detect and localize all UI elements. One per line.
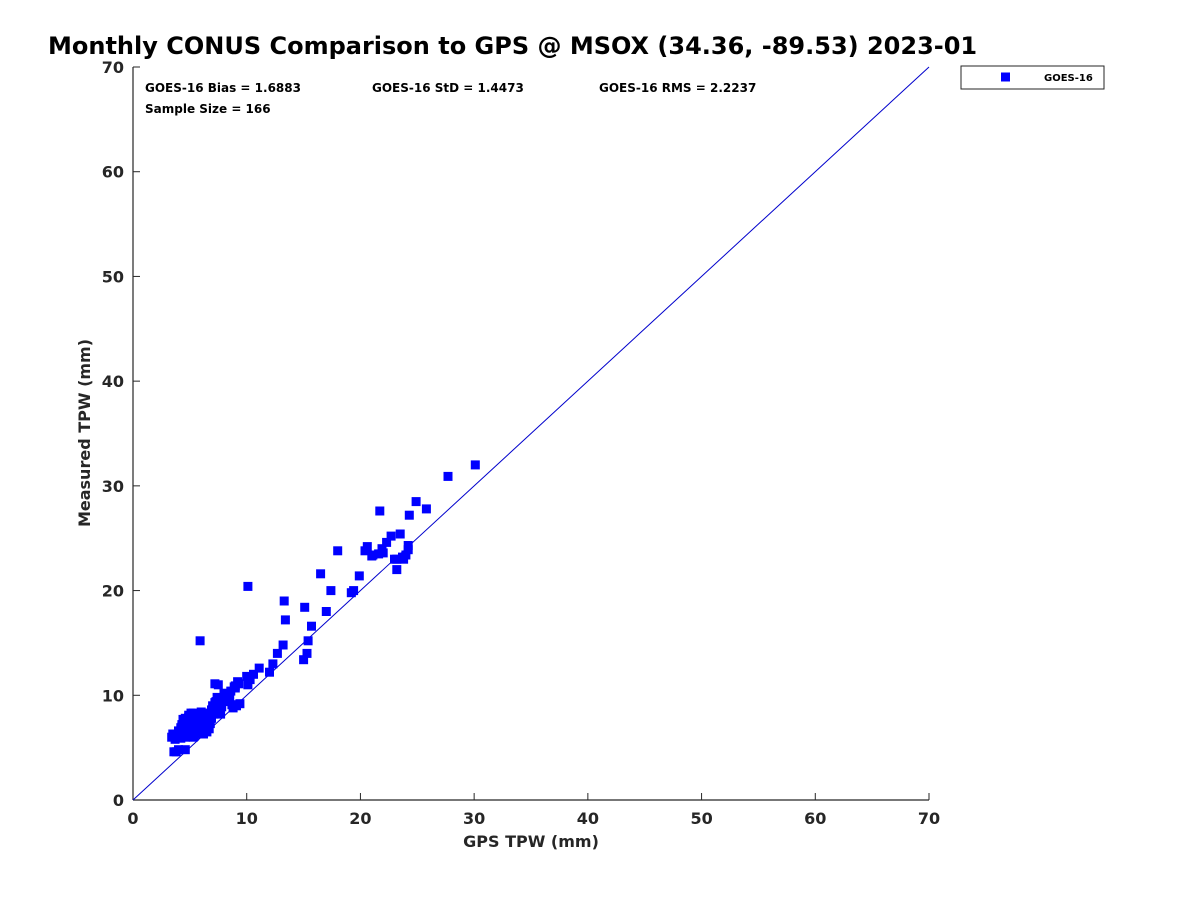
legend: GOES-16 xyxy=(960,65,1105,90)
data-point xyxy=(195,636,205,646)
y-tick-label: 0 xyxy=(113,791,124,810)
data-point xyxy=(205,719,215,729)
data-point xyxy=(362,542,372,552)
data-point xyxy=(188,723,198,733)
x-tick-label: 20 xyxy=(349,809,371,828)
one-to-one-reference-line xyxy=(132,66,930,801)
data-point xyxy=(392,554,402,564)
data-point xyxy=(272,648,282,658)
y-tick-label: 20 xyxy=(102,582,124,601)
data-point xyxy=(243,680,253,690)
data-point xyxy=(207,705,216,715)
data-point xyxy=(179,724,189,734)
y-axis-label: Measured TPW (mm) xyxy=(75,339,94,527)
bias-annotation: GOES-16 Bias = 1.6883 xyxy=(145,81,301,95)
data-point xyxy=(210,679,220,689)
x-tick-label: 30 xyxy=(463,809,485,828)
data-point xyxy=(216,709,226,719)
data-point xyxy=(174,745,183,755)
data-point xyxy=(395,529,405,539)
data-point xyxy=(354,571,364,581)
data-point xyxy=(349,586,359,596)
legend-square-marker-icon xyxy=(1001,72,1010,82)
data-point xyxy=(175,731,185,741)
data-point xyxy=(242,671,252,681)
data-point xyxy=(421,504,431,514)
data-point xyxy=(211,697,221,707)
y-tick-label: 50 xyxy=(102,267,124,286)
y-tick-label: 60 xyxy=(102,163,124,182)
data-point xyxy=(188,708,198,718)
data-point xyxy=(316,569,326,579)
data-point xyxy=(268,659,278,669)
data-point xyxy=(234,679,244,689)
data-point xyxy=(300,602,310,612)
data-point xyxy=(184,712,194,722)
data-point xyxy=(197,718,207,727)
x-tick-label: 50 xyxy=(690,809,712,828)
data-point xyxy=(180,732,190,742)
y-ticks: 0 10 20 30 40 50 60 70 xyxy=(102,58,140,810)
data-point xyxy=(249,669,258,679)
data-point xyxy=(202,727,212,737)
data-point xyxy=(374,549,384,559)
data-point xyxy=(193,728,203,738)
data-point xyxy=(280,615,290,625)
data-point xyxy=(299,655,309,665)
x-tick-label: 40 xyxy=(577,809,599,828)
data-points xyxy=(167,460,480,757)
data-point xyxy=(326,586,336,596)
chart-title: Monthly CONUS Comparison to GPS @ MSOX (… xyxy=(48,32,977,60)
data-point xyxy=(278,640,288,650)
data-point xyxy=(279,596,289,606)
y-tick-label: 40 xyxy=(102,372,124,391)
y-tick-label: 10 xyxy=(102,686,124,705)
x-tick-label: 0 xyxy=(127,809,138,828)
x-tick-label: 70 xyxy=(918,809,940,828)
data-point xyxy=(265,667,274,677)
data-point xyxy=(411,497,421,507)
data-point xyxy=(180,745,190,755)
data-point xyxy=(470,460,480,470)
data-point xyxy=(227,700,237,710)
data-point xyxy=(229,682,239,692)
data-point xyxy=(398,552,407,562)
x-ticks: 0 10 20 30 40 50 60 70 xyxy=(127,793,940,828)
data-point xyxy=(191,715,200,725)
data-point xyxy=(443,471,453,481)
sample-size-annotation: Sample Size = 166 xyxy=(145,102,271,116)
data-point xyxy=(382,537,392,547)
data-point xyxy=(254,663,264,673)
std-annotation: GOES-16 StD = 1.4473 xyxy=(372,81,524,95)
data-point xyxy=(243,581,253,591)
data-point xyxy=(222,691,232,701)
data-point xyxy=(307,621,316,631)
data-point xyxy=(378,548,388,558)
data-point xyxy=(196,707,206,717)
data-point xyxy=(403,541,413,550)
x-tick-label: 60 xyxy=(804,809,826,828)
y-tick-label: 70 xyxy=(102,58,124,77)
data-point xyxy=(302,648,312,658)
data-point xyxy=(392,565,402,575)
data-point xyxy=(375,506,385,516)
rms-annotation: GOES-16 RMS = 2.2237 xyxy=(599,81,756,95)
legend-box xyxy=(960,65,1105,90)
data-point xyxy=(168,729,178,739)
data-point xyxy=(232,701,241,711)
x-axis-label: GPS TPW (mm) xyxy=(463,832,599,851)
data-point xyxy=(217,702,227,712)
legend-entry-goes16: GOES-16 xyxy=(1044,73,1093,84)
data-point xyxy=(404,510,414,520)
y-tick-label: 30 xyxy=(102,477,124,496)
plot-axes xyxy=(132,67,929,801)
x-tick-label: 10 xyxy=(236,809,258,828)
data-point xyxy=(303,636,313,646)
data-point xyxy=(367,551,377,561)
data-point xyxy=(321,607,331,616)
data-point xyxy=(386,531,396,541)
data-point xyxy=(333,546,343,556)
